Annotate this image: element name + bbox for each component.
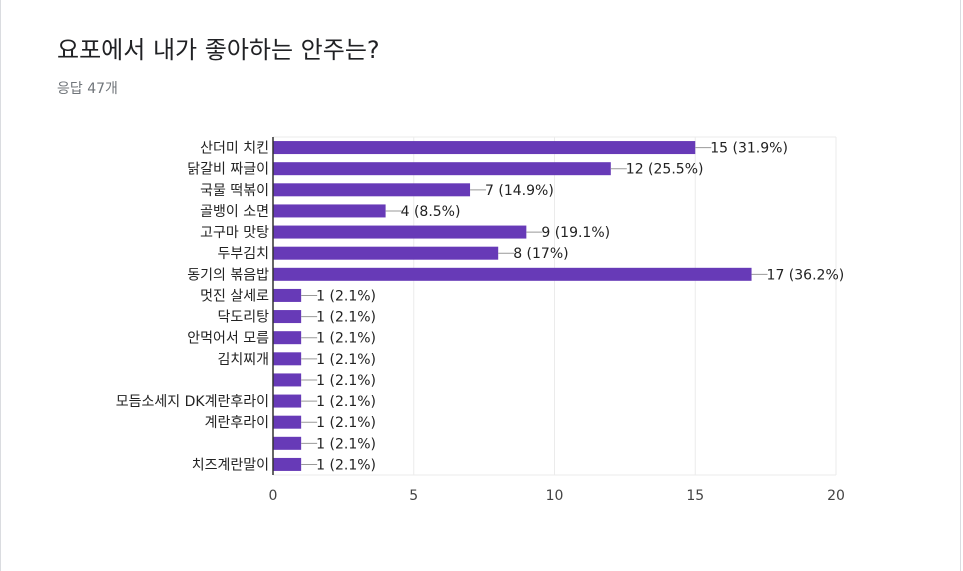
data-label: 1 (2.1%) <box>316 457 376 473</box>
category-label: 치즈계란말이 <box>192 457 269 473</box>
category-label: 계란후라이 <box>205 415 269 431</box>
data-label: 1 (2.1%) <box>316 436 376 452</box>
category-label: 고구마 맛탕 <box>200 225 269 241</box>
bar <box>273 162 611 176</box>
data-label: 15 (31.9%) <box>710 141 788 157</box>
category-label: 멋진 살세로 <box>200 288 269 304</box>
bar <box>273 331 302 345</box>
bar <box>273 457 302 471</box>
category-label: 국물 떡볶이 <box>200 183 269 199</box>
bar <box>273 183 471 197</box>
data-label: 4 (8.5%) <box>401 204 461 220</box>
category-label: 골뱅이 소면 <box>200 204 269 220</box>
data-label: 8 (17%) <box>513 246 568 262</box>
bar <box>273 415 302 429</box>
data-label: 1 (2.1%) <box>316 415 376 431</box>
category-label: 닥도리탕 <box>217 310 269 326</box>
data-label: 1 (2.1%) <box>316 331 376 347</box>
data-label: 1 (2.1%) <box>316 394 376 410</box>
data-label: 7 (14.9%) <box>485 183 554 199</box>
bar <box>273 352 302 366</box>
category-label: 동기의 볶음밥 <box>187 267 269 283</box>
bar <box>273 310 302 324</box>
data-label: 1 (2.1%) <box>316 288 376 304</box>
x-tick-label: 15 <box>686 488 704 504</box>
category-label: 닭갈비 짜글이 <box>187 162 269 178</box>
x-tick-label: 10 <box>546 488 564 504</box>
bar <box>273 141 696 155</box>
category-label: 두부김치 <box>217 246 269 262</box>
bar <box>273 204 386 218</box>
bar <box>273 288 302 302</box>
data-label: 17 (36.2%) <box>767 267 845 283</box>
category-label: 산더미 치킨 <box>200 141 269 157</box>
data-label: 9 (19.1%) <box>541 225 610 241</box>
bar <box>273 436 302 450</box>
data-label: 1 (2.1%) <box>316 310 376 326</box>
question-title: 요포에서 내가 좋아하는 안주는? <box>57 36 380 64</box>
data-label: 1 (2.1%) <box>316 373 376 389</box>
category-label: 모듬소세지 DK계란후라이 <box>116 394 269 410</box>
data-label: 1 (2.1%) <box>316 352 376 368</box>
x-tick-label: 5 <box>409 488 418 504</box>
x-tick-label: 0 <box>269 488 278 504</box>
response-count: 응답 47개 <box>57 81 118 97</box>
category-label: 안먹어서 모름 <box>187 331 269 347</box>
bar <box>273 373 302 387</box>
data-label: 12 (25.5%) <box>626 162 704 178</box>
bar <box>273 267 752 281</box>
bar <box>273 394 302 408</box>
bar <box>273 246 499 260</box>
bar <box>273 225 527 239</box>
category-label: 김치찌개 <box>217 352 269 368</box>
x-tick-label: 20 <box>827 488 845 504</box>
